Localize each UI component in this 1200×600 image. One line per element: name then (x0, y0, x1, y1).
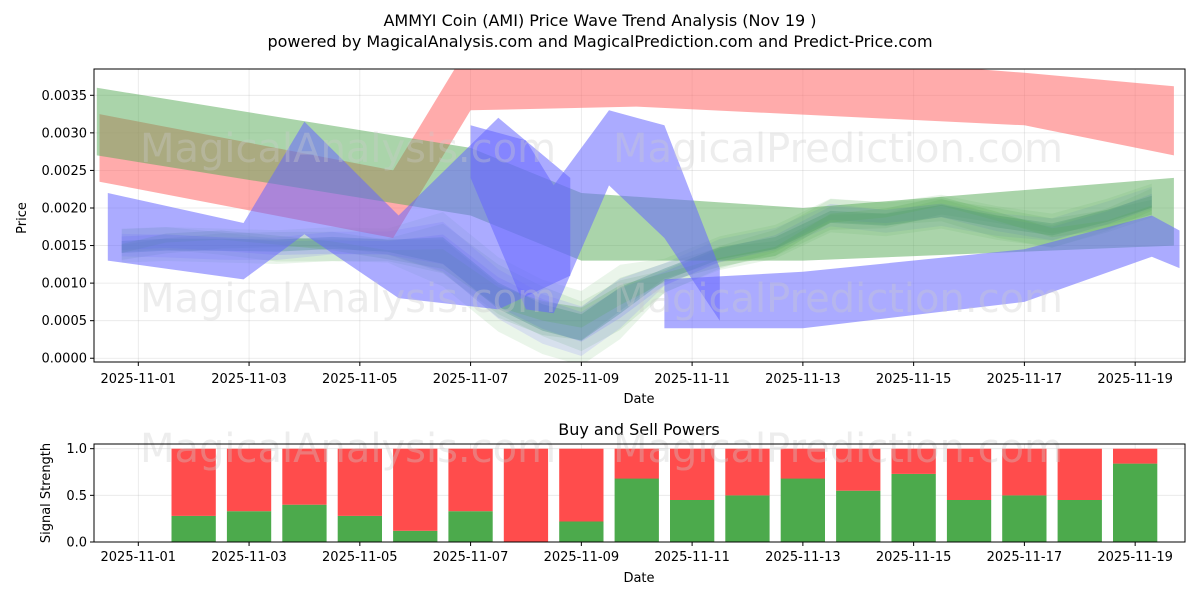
signal-chart-xtick-label: 2025-11-05 (322, 550, 398, 565)
signal-chart-xlabel: Date (623, 571, 654, 586)
signal-chart-watermarks: MagicalAnalysis.com MagicalPrediction.co… (140, 426, 1063, 472)
price-chart-frame (93, 68, 1186, 363)
buy-bar (780, 478, 825, 542)
signal-chart-xtick-label: 2025-11-13 (765, 550, 841, 565)
price-chart-xtick-label: 2025-11-07 (433, 372, 509, 387)
price-chart-ytick-label: 0.0025 (42, 164, 88, 179)
buy-bar (337, 515, 382, 542)
price-chart-xtick-label: 2025-11-05 (322, 372, 398, 387)
sell-bar (282, 448, 327, 505)
buy-bar (282, 504, 327, 542)
sell-bar (946, 448, 992, 500)
price-chart-xtick-label: 2025-11-03 (211, 372, 287, 387)
buy-bar (670, 500, 715, 542)
signal-chart-frame (93, 443, 1186, 543)
price-chart-ytick-label: 0.0005 (42, 314, 88, 329)
signal-chart-ytick-label: 0.0 (66, 536, 87, 551)
buy-bar (226, 511, 272, 542)
buy-bar (393, 530, 438, 542)
signal-chart-xtick-label: 2025-11-19 (1097, 550, 1173, 565)
buy-bar (1113, 463, 1158, 542)
buy-bar (891, 473, 936, 542)
buy-bar (946, 500, 992, 542)
price-chart-xtick-label: 2025-11-17 (987, 372, 1063, 387)
blue-wave-mid-band (470, 110, 720, 321)
price-chart-xtick-label: 2025-11-19 (1097, 372, 1173, 387)
price-chart-xtick-label: 2025-11-15 (876, 372, 952, 387)
sell-bar (448, 448, 493, 512)
sell-bar (559, 448, 604, 522)
signal-chart-bars (171, 448, 1158, 542)
sell-bar (780, 448, 825, 479)
sell-bar (393, 448, 438, 531)
sell-bar (670, 448, 715, 500)
signal-chart-xtick-label: 2025-11-09 (544, 550, 620, 565)
sell-bar (1002, 448, 1047, 496)
sell-bar (1057, 448, 1102, 500)
sell-bar (836, 448, 881, 491)
blue-wave-left-band (107, 117, 571, 310)
buy-bar (1057, 500, 1102, 542)
sell-bar (337, 448, 382, 516)
sell-bar (226, 448, 272, 512)
sell-bar (891, 448, 936, 474)
green-trend-band (96, 87, 1174, 261)
sell-bar (171, 448, 216, 516)
signal-chart-xtick-label: 2025-11-15 (876, 550, 952, 565)
watermark-analysis-2: MagicalAnalysis.com (140, 276, 556, 322)
watermark-prediction-3: MagicalPrediction.com (613, 426, 1063, 472)
price-chart-ytick-label: 0.0030 (42, 126, 88, 141)
signal-chart-xtick-label: 2025-11-07 (433, 550, 509, 565)
blue-trend-band (664, 215, 1180, 329)
sell-bar (1113, 448, 1158, 464)
signal-chart-ytick-label: 0.5 (66, 489, 87, 504)
price-chart-xlabel: Date (623, 392, 654, 407)
sell-bar (503, 448, 549, 542)
price-chart-axes: 2025-11-01 2025-11-03 2025-11-05 2025-11-07… (42, 89, 1173, 387)
watermark-prediction-2: MagicalPrediction.com (613, 276, 1063, 322)
signal-chart-xtick-label: 2025-11-01 (101, 550, 177, 565)
price-chart-xtick-label: 2025-11-01 (101, 372, 177, 387)
buy-bar (725, 495, 770, 542)
price-chart-xtick-label: 2025-11-11 (654, 372, 730, 387)
buy-bar (1002, 495, 1047, 542)
price-chart-bands (96, 69, 1180, 362)
price-chart-watermarks: MagicalAnalysis.com MagicalPrediction.co… (140, 126, 1063, 322)
price-chart-xtick-label: 2025-11-13 (765, 372, 841, 387)
price-chart-xtick-label: 2025-11-09 (544, 372, 620, 387)
price-chart-ytick-label: 0.0015 (42, 239, 88, 254)
watermark-prediction-1: MagicalPrediction.com (613, 126, 1063, 172)
chart-title-line2: powered by MagicalAnalysis.com and Magic… (267, 32, 932, 51)
price-chart-ytick-label: 0.0010 (42, 277, 88, 292)
signal-chart-title: Buy and Sell Powers (558, 420, 720, 439)
price-chart-ytick-label: 0.0000 (42, 352, 88, 367)
signal-chart-xtick-label: 2025-11-03 (211, 550, 287, 565)
sell-bar (614, 448, 659, 479)
price-chart-ytick-label: 0.0020 (42, 201, 88, 216)
signal-chart-ytick-label: 1.0 (66, 442, 87, 457)
price-chart-ytick-label: 0.0035 (42, 89, 88, 104)
watermark-analysis-1: MagicalAnalysis.com (140, 126, 556, 172)
buy-bar (559, 521, 604, 542)
sell-bar (725, 448, 770, 496)
signal-chart-ylabel: Signal Strength (39, 443, 54, 543)
price-chart: MagicalAnalysis.com MagicalPrediction.co… (15, 68, 1186, 407)
chart-title-line1: AMMYI Coin (AMI) Price Wave Trend Analys… (383, 11, 816, 30)
buy-bar (836, 490, 881, 542)
signal-chart-xtick-label: 2025-11-17 (987, 550, 1063, 565)
signal-chart: Buy and Sell Powers MagicalAnalysis.com … (39, 420, 1186, 586)
signal-chart-xtick-label: 2025-11-11 (654, 550, 730, 565)
price-chart-ylabel: Price (15, 202, 30, 234)
buy-bar (171, 515, 216, 542)
buy-bar (614, 478, 659, 542)
watermark-analysis-3: MagicalAnalysis.com (140, 426, 556, 472)
buy-bar (448, 511, 493, 542)
signal-chart-axes: 2025-11-01 2025-11-03 2025-11-05 2025-11-07… (66, 442, 1173, 565)
